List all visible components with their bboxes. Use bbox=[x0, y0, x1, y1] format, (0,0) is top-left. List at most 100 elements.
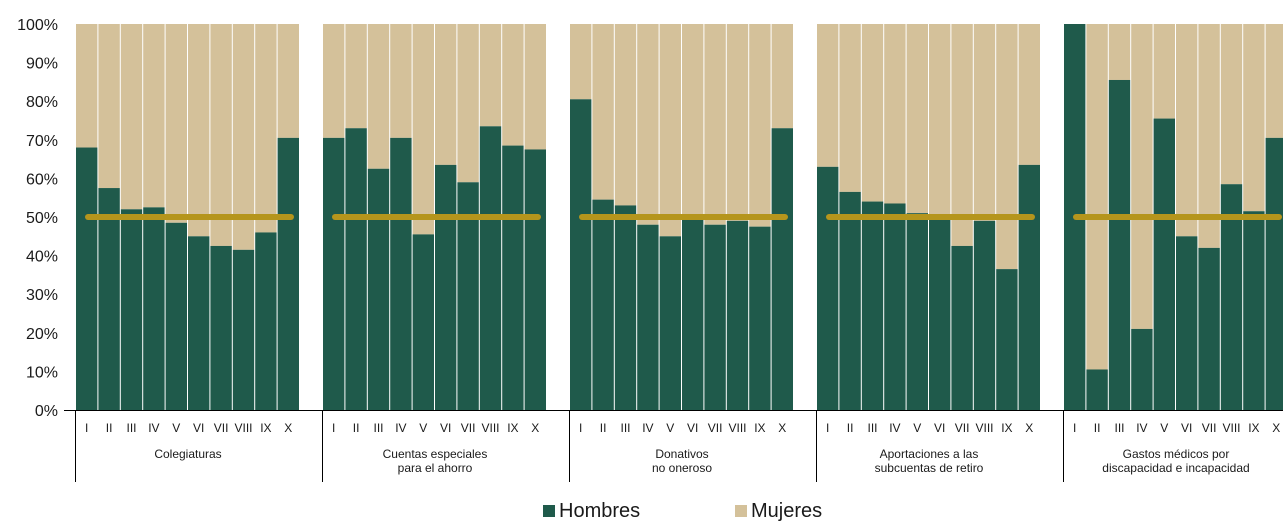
x-category-label: IV bbox=[395, 421, 406, 435]
x-category-label: VIII bbox=[728, 421, 746, 435]
x-category-label: VII bbox=[708, 421, 723, 435]
bar-mujeres bbox=[120, 24, 143, 210]
bar-hombres bbox=[390, 137, 412, 410]
x-category-label: VIII bbox=[481, 421, 499, 435]
bar-hombres bbox=[839, 191, 861, 410]
group-label: discapacidad e incapacidad bbox=[1102, 461, 1249, 475]
bar-mujeres bbox=[749, 24, 771, 227]
bar-mujeres bbox=[457, 24, 479, 183]
bar-mujeres bbox=[323, 24, 345, 138]
x-category-label: II bbox=[600, 421, 607, 435]
x-category-label: II bbox=[106, 421, 113, 435]
bar-mujeres bbox=[367, 24, 390, 169]
bar-hombres bbox=[659, 236, 681, 410]
y-tick-label: 70% bbox=[26, 133, 58, 150]
bar-hombres bbox=[232, 249, 255, 410]
bar-mujeres bbox=[412, 24, 434, 235]
x-category-label: V bbox=[419, 421, 427, 435]
bar-hombres bbox=[457, 182, 479, 410]
bar-mujeres bbox=[255, 24, 277, 233]
bar-hombres bbox=[682, 218, 704, 410]
x-category-label: VI bbox=[440, 421, 451, 435]
bar-hombres bbox=[884, 203, 906, 410]
bar-hombres bbox=[749, 226, 771, 410]
bar-hombres bbox=[98, 188, 120, 410]
x-category-label: VIII bbox=[975, 421, 993, 435]
bar-hombres bbox=[614, 205, 637, 410]
x-category-label: II bbox=[1094, 421, 1101, 435]
bar-mujeres bbox=[232, 24, 255, 250]
bar-mujeres bbox=[884, 24, 906, 204]
legend-label-mujeres: Mujeres bbox=[751, 500, 822, 522]
bar-mujeres bbox=[570, 24, 592, 100]
x-category-label: II bbox=[847, 421, 854, 435]
bar-mujeres bbox=[1198, 24, 1220, 248]
bar-hombres bbox=[1220, 184, 1243, 410]
y-tick-label: 20% bbox=[26, 326, 58, 343]
bar-hombres bbox=[277, 137, 299, 410]
x-category-label: I bbox=[826, 421, 829, 435]
bar-mujeres bbox=[1176, 24, 1198, 237]
bar-mujeres bbox=[996, 24, 1018, 270]
x-category-label: X bbox=[1025, 421, 1033, 435]
x-category-label: IX bbox=[260, 421, 271, 435]
bar-mujeres bbox=[479, 24, 502, 127]
x-category-label: IV bbox=[642, 421, 653, 435]
bar-mujeres bbox=[277, 24, 299, 138]
x-category-label: V bbox=[913, 421, 921, 435]
bar-hombres bbox=[165, 222, 187, 410]
bar-hombres bbox=[771, 128, 793, 410]
bar-hombres bbox=[367, 168, 390, 410]
x-category-label: V bbox=[1160, 421, 1168, 435]
legend-swatch-mujeres bbox=[735, 505, 747, 517]
bar-hombres bbox=[502, 145, 524, 410]
bar-mujeres bbox=[524, 24, 546, 150]
bar-mujeres bbox=[1265, 24, 1283, 138]
group-label: no oneroso bbox=[652, 461, 712, 475]
bar-hombres bbox=[704, 224, 726, 410]
bar-mujeres bbox=[817, 24, 839, 167]
bar-hombres bbox=[1153, 118, 1175, 410]
x-category-label: VII bbox=[1202, 421, 1217, 435]
x-category-label: IX bbox=[1248, 421, 1259, 435]
bar-hombres bbox=[1243, 211, 1265, 410]
bar-hombres bbox=[143, 207, 165, 410]
group-label: Gastos médicos por bbox=[1123, 447, 1230, 461]
bar-mujeres bbox=[659, 24, 681, 237]
x-category-label: V bbox=[666, 421, 674, 435]
bar-mujeres bbox=[98, 24, 120, 189]
bar-mujeres bbox=[143, 24, 165, 208]
bar-mujeres bbox=[839, 24, 861, 192]
x-category-label: IX bbox=[507, 421, 518, 435]
bar-mujeres bbox=[682, 24, 704, 219]
bar-mujeres bbox=[345, 24, 367, 129]
y-tick-label: 80% bbox=[26, 94, 58, 111]
bar-mujeres bbox=[906, 24, 928, 214]
bar-mujeres bbox=[771, 24, 793, 129]
bar-mujeres bbox=[502, 24, 524, 146]
bar-mujeres bbox=[390, 24, 412, 138]
bar-hombres bbox=[637, 224, 659, 410]
x-category-label: VI bbox=[1181, 421, 1192, 435]
bar-mujeres bbox=[929, 24, 951, 219]
x-category-label: VI bbox=[687, 421, 698, 435]
x-category-label: VI bbox=[934, 421, 945, 435]
bar-mujeres bbox=[704, 24, 726, 225]
x-category-label: I bbox=[332, 421, 335, 435]
x-category-label: III bbox=[867, 421, 877, 435]
bar-mujeres bbox=[1086, 24, 1108, 370]
x-category-label: II bbox=[353, 421, 360, 435]
x-category-label: X bbox=[778, 421, 786, 435]
x-category-label: I bbox=[579, 421, 582, 435]
y-tick-label: 10% bbox=[26, 364, 58, 381]
y-tick-label: 100% bbox=[17, 17, 58, 34]
group-label: para el ahorro bbox=[398, 461, 473, 475]
bar-mujeres bbox=[188, 24, 210, 237]
x-category-label: VII bbox=[214, 421, 229, 435]
bar-mujeres bbox=[861, 24, 884, 202]
bar-mujeres bbox=[1108, 24, 1131, 80]
bar-mujeres bbox=[951, 24, 973, 246]
bar-hombres bbox=[323, 137, 345, 410]
x-category-label: VII bbox=[461, 421, 476, 435]
bar-mujeres bbox=[973, 24, 996, 221]
